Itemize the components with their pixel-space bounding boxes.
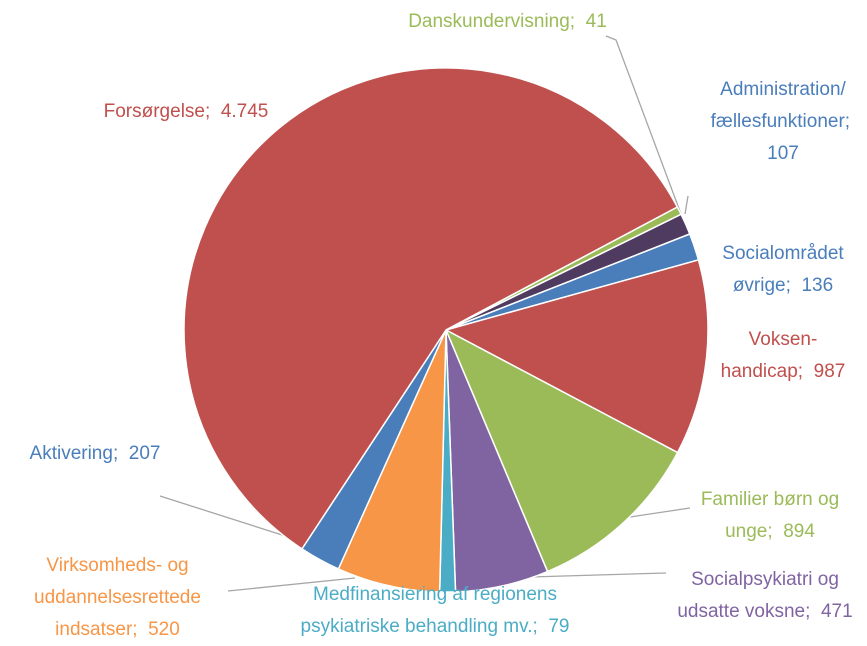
leader-line: [605, 35, 682, 215]
value-label: 471: [820, 601, 853, 622]
value-label: 520: [148, 619, 180, 640]
pie-slice: [183, 67, 679, 550]
category-name: Socialpsykiatri og udsatte voksne;: [677, 569, 839, 622]
category-name: Danskundervisning;: [408, 11, 576, 32]
value-label: 207: [128, 443, 161, 464]
data-label: Danskundervisning; 41: [400, 6, 615, 38]
pie-slice: [443, 259, 709, 454]
category-name: Voksen-handicap;: [720, 329, 818, 382]
category-name: Medfinansiering af regionens psykiatrisk…: [300, 584, 557, 637]
leader-line: [684, 195, 689, 215]
value-label: 136: [801, 275, 834, 296]
category-name: Familier børn og unge;: [700, 489, 840, 542]
value-label: 894: [783, 521, 815, 542]
data-label: Socialområdet øvrige; 136: [700, 238, 866, 302]
data-label: Virksomheds- og uddannelsesrettede indsa…: [0, 550, 235, 646]
data-label: Voksen-handicap; 987: [720, 324, 846, 388]
leader-line: [227, 577, 356, 592]
value-label: 41: [585, 11, 607, 32]
data-label: Medfinansiering af regionens psykiatrisk…: [270, 579, 600, 643]
category-name: Administration/ fællesfunktioner;: [710, 79, 851, 132]
pie-slice: [444, 328, 679, 573]
category-name: Aktivering;: [29, 443, 119, 464]
data-label: Forsørgelse; 4.745: [80, 96, 292, 128]
data-label: Administration/ fællesfunktioner; 107: [700, 74, 866, 170]
value-label: 987: [813, 361, 846, 382]
data-label: Aktivering; 207: [0, 438, 190, 470]
value-label: 107: [767, 143, 799, 164]
value-label: 79: [548, 616, 570, 637]
category-name: Socialområdet øvrige;: [722, 243, 844, 296]
value-label: 4.745: [220, 101, 269, 122]
category-name: Virksomheds- og uddannelsesrettede indsa…: [34, 555, 201, 640]
data-label: Familier børn og unge; 894: [680, 484, 860, 548]
leader-line: [159, 495, 305, 543]
leader-line: [529, 572, 667, 578]
data-label: Socialpsykiatri og udsatte voksne; 471: [670, 564, 860, 628]
category-name: Forsørgelse;: [103, 101, 211, 122]
leader-lines: [159, 35, 691, 592]
